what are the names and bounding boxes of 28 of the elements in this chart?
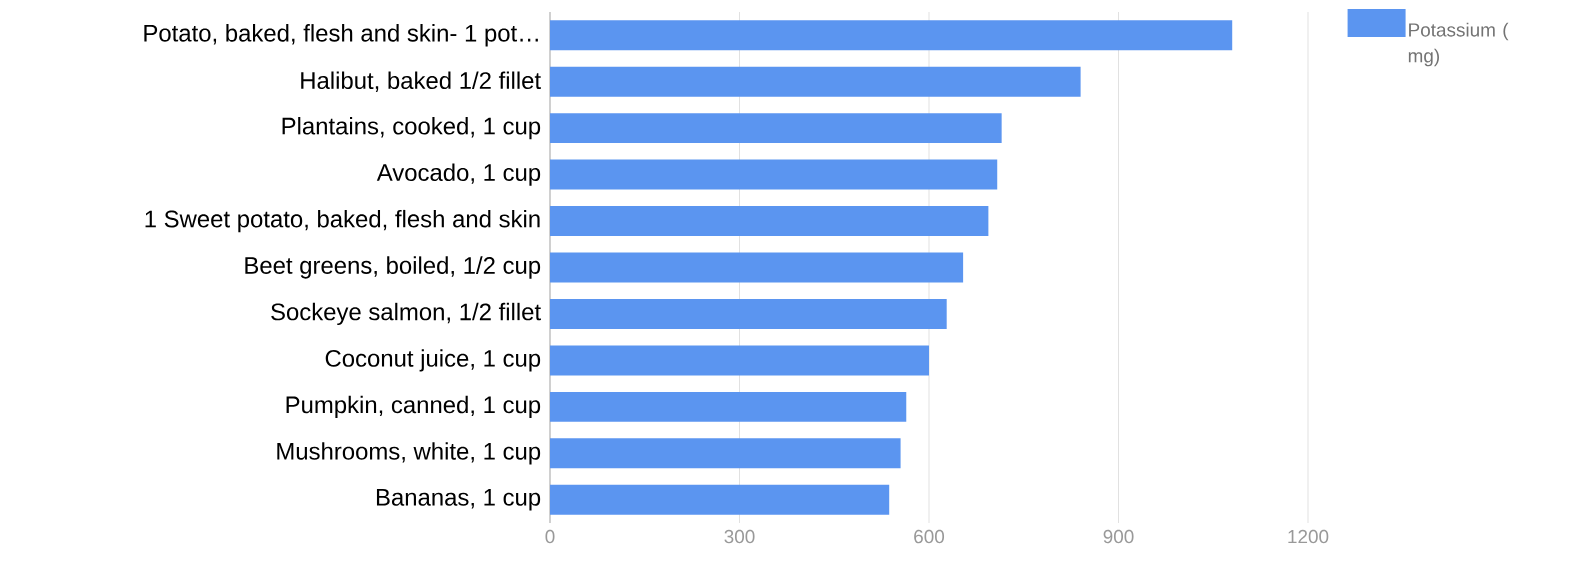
y-tick-label: Avocado, 1 cup	[376, 163, 541, 186]
bar	[550, 345, 930, 376]
bar	[550, 298, 947, 329]
x-tick-label: 900	[1103, 529, 1134, 544]
bar	[550, 113, 1002, 144]
bar	[550, 438, 901, 469]
y-tick-label: Coconut juice, 1 cup	[325, 349, 541, 372]
y-tick-label: Plantains, cooked, 1 cup	[282, 116, 541, 140]
bar	[550, 206, 989, 237]
x-tick-label: 300	[724, 529, 755, 544]
x-tick-label: 0	[545, 529, 555, 544]
y-tick-label: Mushrooms, white, 1 cup	[277, 442, 541, 465]
y-tick-label: Sockeye salmon, 1/2 fillet	[271, 302, 541, 326]
y-tick-label: Potato, baked, flesh and skin- 1 pot…	[144, 24, 538, 47]
bar	[550, 66, 1081, 97]
y-tick-label: Halibut, baked 1/2 fillet	[301, 71, 541, 92]
legend-label: Potassium ( mg)	[1408, 22, 1509, 67]
y-tick-label: Bananas, 1 cup	[376, 489, 541, 511]
y-tick-label: Pumpkin, canned, 1 cup	[286, 395, 541, 419]
bar	[550, 484, 890, 515]
bar	[550, 252, 964, 283]
y-tick-label: Beet greens, boiled, 1/2 cup	[245, 256, 541, 279]
bar	[550, 391, 907, 422]
bar	[550, 20, 1233, 51]
x-tick-label: 600	[914, 529, 945, 544]
bar	[550, 159, 998, 190]
y-tick-label: 1 Sweet potato, baked, flesh and skin	[145, 209, 540, 233]
x-tick-label: 1200	[1288, 529, 1329, 544]
